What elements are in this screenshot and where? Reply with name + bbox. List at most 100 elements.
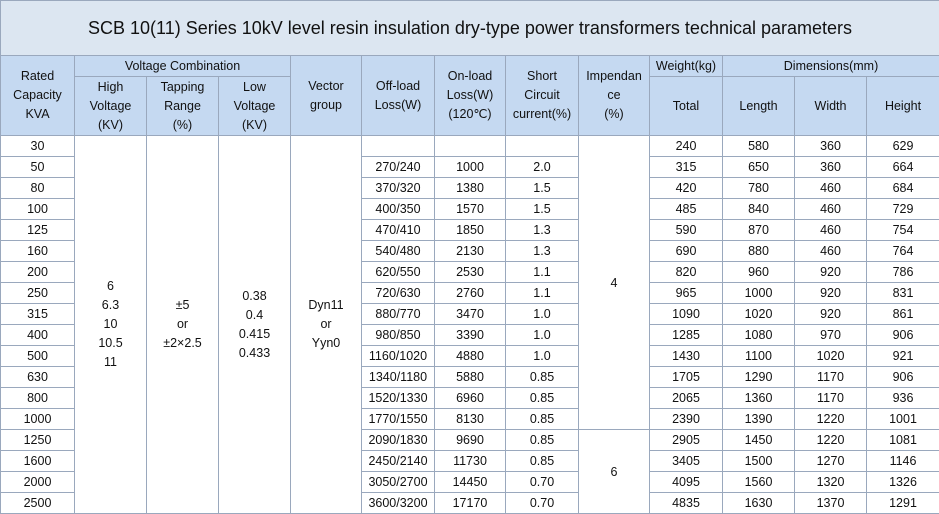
line: Yyn0 [291, 334, 361, 353]
line: 0.4 [219, 306, 290, 325]
value: 1360 [723, 388, 795, 409]
line: group [291, 96, 361, 115]
capacity: 160 [1, 241, 75, 262]
value: 1.0 [506, 304, 579, 325]
line: Voltage [75, 97, 146, 116]
value: 1450 [723, 430, 795, 451]
line: ±2×2.5 [147, 334, 218, 353]
value: 0.85 [506, 388, 579, 409]
value: 3050/2700 [362, 472, 435, 493]
value: 861 [867, 304, 939, 325]
header: Voltage Combination [75, 56, 291, 77]
value: 786 [867, 262, 939, 283]
value: 0.85 [506, 367, 579, 388]
value: 1430 [650, 346, 723, 367]
value: 980/850 [362, 325, 435, 346]
header: Length [723, 77, 795, 136]
line: 10 [75, 315, 146, 334]
value: 1770/1550 [362, 409, 435, 430]
line: (%) [147, 116, 218, 135]
value: 370/320 [362, 178, 435, 199]
value: 460 [795, 220, 867, 241]
value: 1270 [795, 451, 867, 472]
value: 936 [867, 388, 939, 409]
line: Dyn11 [291, 296, 361, 315]
value: 1705 [650, 367, 723, 388]
value: 2090/1830 [362, 430, 435, 451]
value: 906 [867, 367, 939, 388]
line: 0.38 [219, 287, 290, 306]
value: 400/350 [362, 199, 435, 220]
value: 0.85 [506, 409, 579, 430]
value: 580 [723, 136, 795, 157]
value: 1.0 [506, 346, 579, 367]
value: 1170 [795, 367, 867, 388]
value: 965 [650, 283, 723, 304]
value: 485 [650, 199, 723, 220]
capacity: 630 [1, 367, 75, 388]
value: 960 [723, 262, 795, 283]
value: 684 [867, 178, 939, 199]
value: 1850 [435, 220, 506, 241]
value: 880/770 [362, 304, 435, 325]
value: 6960 [435, 388, 506, 409]
value: 14450 [435, 472, 506, 493]
value: 880 [723, 241, 795, 262]
capacity: 50 [1, 157, 75, 178]
value: 5880 [435, 367, 506, 388]
value: 720/630 [362, 283, 435, 304]
value: 590 [650, 220, 723, 241]
capacity: 80 [1, 178, 75, 199]
value: 920 [795, 262, 867, 283]
line: High [75, 78, 146, 97]
capacity: 1600 [1, 451, 75, 472]
value: 1100 [723, 346, 795, 367]
line: Voltage [219, 97, 290, 116]
value: 1081 [867, 430, 939, 451]
impedance: 6 [579, 430, 650, 514]
value: 1220 [795, 430, 867, 451]
line: Range [147, 97, 218, 116]
line: (KV) [219, 116, 290, 135]
value: 1080 [723, 325, 795, 346]
line: ±5 [147, 296, 218, 315]
capacity: 100 [1, 199, 75, 220]
value: 1090 [650, 304, 723, 325]
value: 690 [650, 241, 723, 262]
line: Impendan [579, 67, 649, 86]
line: 0.433 [219, 344, 290, 363]
value: 1000 [723, 283, 795, 304]
value: 420 [650, 178, 723, 199]
value: 460 [795, 199, 867, 220]
value: 729 [867, 199, 939, 220]
line: Rated [1, 67, 74, 86]
value: 1390 [723, 409, 795, 430]
value: 2065 [650, 388, 723, 409]
value: 1146 [867, 451, 939, 472]
value: 2.0 [506, 157, 579, 178]
line: ce [579, 86, 649, 105]
value: 906 [867, 325, 939, 346]
value: 270/240 [362, 157, 435, 178]
value: 2760 [435, 283, 506, 304]
value: 540/480 [362, 241, 435, 262]
line: 6 [75, 277, 146, 296]
capacity: 315 [1, 304, 75, 325]
value: 2530 [435, 262, 506, 283]
line: Low [219, 78, 290, 97]
value: 240 [650, 136, 723, 157]
value: 1.3 [506, 241, 579, 262]
line: Tapping [147, 78, 218, 97]
header: Width [795, 77, 867, 136]
capacity: 30 [1, 136, 75, 157]
value: 0.85 [506, 430, 579, 451]
